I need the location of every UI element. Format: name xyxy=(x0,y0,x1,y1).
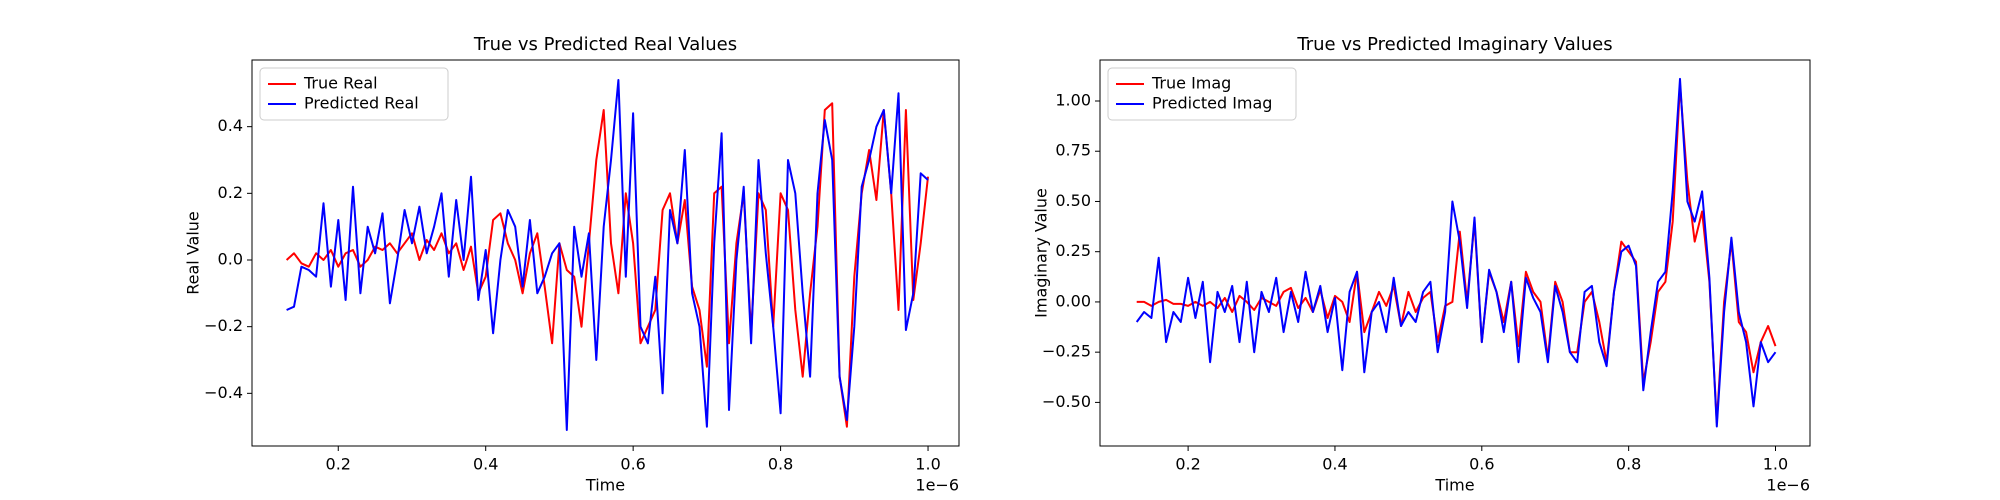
y-tick-label: 0.2 xyxy=(218,183,243,202)
y-tick-label: 0.75 xyxy=(1055,141,1091,160)
axes-frame xyxy=(1099,59,1811,447)
legend-label: True Imag xyxy=(1151,74,1231,93)
x-tick-label: 0.8 xyxy=(768,455,793,474)
x-tick-label: 0.4 xyxy=(1322,455,1347,474)
x-tick-label: 0.6 xyxy=(620,455,645,474)
plot-area xyxy=(1100,60,1810,446)
x-axis-label: Time xyxy=(1434,476,1474,495)
legend-label: True Real xyxy=(303,74,378,93)
y-tick-label: −0.2 xyxy=(204,316,243,335)
y-tick-label: −0.4 xyxy=(204,383,243,402)
legend-label: Predicted Imag xyxy=(1152,94,1272,113)
y-tick-label: 0.0 xyxy=(218,250,243,269)
x-tick-label: 0.8 xyxy=(1616,455,1641,474)
y-tick-label: −0.25 xyxy=(1042,342,1091,361)
x-tick-label: 0.4 xyxy=(473,455,498,474)
y-tick-label: 0.4 xyxy=(218,116,243,135)
legend-box xyxy=(1107,67,1297,121)
y-axis-label: Real Value xyxy=(184,211,203,295)
y-tick-label: 1.00 xyxy=(1055,90,1091,109)
x-offset-label: 1e−6 xyxy=(915,476,959,495)
y-tick-label: −0.50 xyxy=(1042,392,1091,411)
x-offset-label: 1e−6 xyxy=(1766,476,1810,495)
chart-title: True vs Predicted Imaginary Values xyxy=(1296,34,1612,55)
series-line xyxy=(1136,83,1777,424)
y-tick-label: 0.25 xyxy=(1055,241,1091,260)
chart-title: True vs Predicted Real Values xyxy=(473,34,737,55)
series-line xyxy=(285,102,929,428)
y-axis-label: Imaginary Value xyxy=(1032,188,1051,318)
y-tick-label: 0.50 xyxy=(1055,191,1091,210)
axes-frame xyxy=(251,59,960,447)
x-tick-label: 1.0 xyxy=(915,455,940,474)
legend-label: Predicted Real xyxy=(304,94,419,113)
series-line xyxy=(286,79,929,431)
series-line xyxy=(1135,77,1777,428)
y-tick-label: 0.00 xyxy=(1055,291,1091,310)
x-tick-label: 0.2 xyxy=(1175,455,1200,474)
legend-box xyxy=(259,67,449,121)
x-tick-label: 0.6 xyxy=(1469,455,1494,474)
x-tick-label: 1.0 xyxy=(1763,455,1788,474)
x-axis-label: Time xyxy=(585,476,625,495)
x-tick-label: 0.2 xyxy=(326,455,351,474)
